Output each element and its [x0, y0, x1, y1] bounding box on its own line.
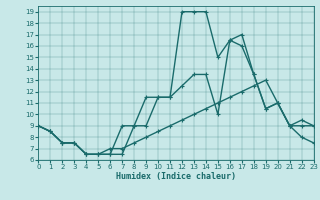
X-axis label: Humidex (Indice chaleur): Humidex (Indice chaleur) [116, 172, 236, 181]
